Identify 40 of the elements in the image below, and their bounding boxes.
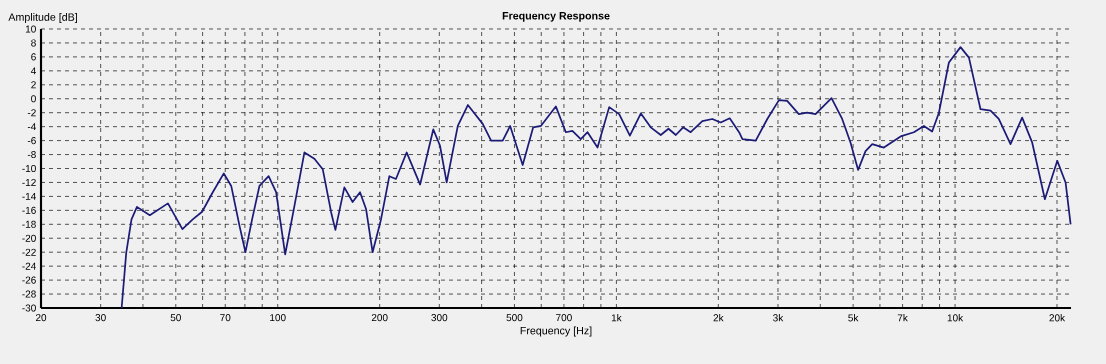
- x-tick-label: 20k: [1049, 314, 1066, 322]
- y-tick-label: -30: [22, 304, 36, 312]
- y-tick-label: -28: [22, 290, 36, 298]
- x-tick-label: 5k: [848, 314, 859, 322]
- y-tick-label: -26: [22, 276, 36, 284]
- y-tick-label: 6: [31, 53, 36, 61]
- x-tick-label: 70: [220, 314, 231, 322]
- y-axis-title: Amplitude [dB]: [8, 13, 77, 23]
- chart-title: Frequency Response: [502, 12, 610, 22]
- x-tick-label: 7k: [897, 314, 908, 322]
- y-tick-label: -18: [22, 220, 36, 228]
- x-tick-label: 3k: [773, 314, 784, 322]
- x-tick-label: 10k: [947, 314, 964, 322]
- y-tick-label: 0: [31, 95, 36, 103]
- y-tick-label: -14: [22, 192, 36, 200]
- x-tick-label: 20: [35, 314, 47, 322]
- y-tick-label: 2: [31, 81, 36, 89]
- x-tick-label: 300: [431, 314, 448, 322]
- y-tick-label: -4: [27, 123, 36, 131]
- x-tick-label: 200: [371, 314, 388, 322]
- y-tick-label: -12: [22, 178, 36, 186]
- x-tick-label: 500: [506, 314, 523, 322]
- y-tick-label: 10: [25, 25, 36, 33]
- y-tick-label: -20: [22, 234, 36, 242]
- y-tick-label: 8: [31, 39, 36, 47]
- x-tick-label: 100: [270, 314, 286, 322]
- y-tick-label: -24: [22, 262, 36, 270]
- x-tick-label: 50: [170, 314, 181, 322]
- y-tick-label: -2: [27, 109, 36, 117]
- x-tick-label: 700: [556, 314, 572, 322]
- x-tick-label: 30: [95, 314, 106, 322]
- y-tick-label: -22: [22, 248, 36, 256]
- x-axis-title: Frequency [Hz]: [520, 326, 592, 337]
- x-tick-label: 1k: [611, 314, 622, 322]
- y-tick-label: -8: [27, 151, 36, 159]
- y-tick-label: -6: [27, 137, 36, 145]
- y-tick-label: -16: [22, 206, 36, 214]
- y-tick-label: 4: [30, 67, 36, 75]
- y-tick-label: -10: [22, 164, 36, 173]
- x-tick-label: 2k: [713, 314, 724, 322]
